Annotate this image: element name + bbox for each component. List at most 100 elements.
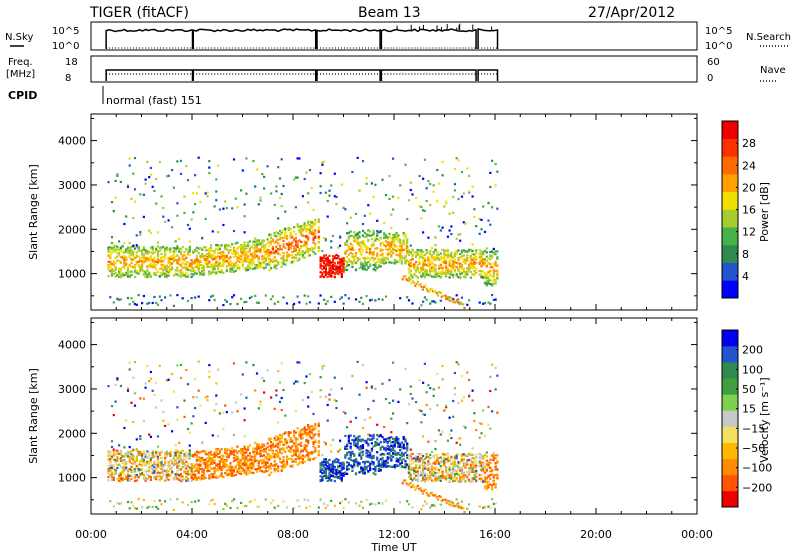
velocity-cell [238, 458, 241, 461]
power-cell [155, 202, 158, 205]
velocity-cell [179, 376, 183, 379]
velocity-cell [298, 457, 301, 460]
velocity-cell [232, 460, 236, 463]
velocity-cell [319, 475, 322, 478]
power-cell [282, 184, 285, 188]
power-cell [425, 252, 428, 255]
velocity-cell [213, 502, 216, 506]
velocity-cell [354, 460, 358, 463]
power-cell [459, 301, 462, 304]
power-cell [158, 275, 161, 278]
velocity-cell [282, 449, 285, 452]
velocity-cell [224, 451, 227, 454]
power-cell [415, 282, 418, 285]
velocity-cell [296, 499, 299, 502]
power-cell [317, 229, 320, 232]
power-cell [125, 271, 128, 274]
nsky-right-tick-bottom: 10^0 [705, 41, 732, 52]
power-cell [202, 273, 206, 276]
velocity-cell [238, 450, 241, 453]
velocity-cell [162, 419, 165, 422]
velocity-cell [195, 478, 198, 481]
velocity-cell [294, 410, 297, 413]
velocity-cell [344, 454, 347, 457]
velocity-cell [323, 440, 326, 444]
power-cell [112, 269, 115, 272]
power-cell [425, 287, 428, 290]
power-cell [420, 269, 423, 272]
velocity-cell [346, 451, 349, 455]
power-cell [361, 160, 365, 163]
power-cell [337, 257, 340, 260]
velocity-cell [261, 462, 264, 465]
velocity-cell [241, 448, 244, 451]
power-cell [354, 238, 358, 241]
velocity-cell [181, 475, 184, 478]
velocity-cell [119, 457, 122, 460]
nsky-segment [105, 28, 194, 49]
power-cell [250, 261, 253, 264]
power-cell [365, 246, 368, 250]
power-cell [255, 239, 259, 242]
power-cell [363, 263, 366, 266]
power-cell [365, 262, 368, 265]
power-cell [250, 253, 253, 256]
velocity-cell [227, 465, 230, 468]
power-cell [494, 263, 497, 266]
velocity-cell [215, 394, 218, 397]
velocity-cell [222, 455, 225, 458]
power-cell [186, 251, 190, 254]
power-cell [183, 211, 186, 214]
power-cell [202, 264, 206, 268]
power-cell [374, 257, 377, 260]
velocity-cell [137, 467, 140, 471]
power-cell [215, 247, 218, 250]
power-cell [494, 250, 497, 253]
power-cell [264, 266, 267, 269]
power-cell [224, 256, 227, 259]
velocity-cell [186, 457, 190, 460]
power-cell [158, 246, 161, 250]
power-cell [176, 160, 179, 163]
power-cell [407, 251, 411, 254]
power-cell [475, 268, 478, 271]
power-cell [268, 254, 271, 257]
velocity-cell [137, 475, 140, 479]
velocity-cell [266, 455, 269, 458]
power-cell [298, 231, 301, 234]
power-cell [439, 272, 442, 275]
power-cell [109, 260, 112, 263]
velocity-cell [169, 466, 172, 469]
velocity-cell [156, 457, 160, 460]
power-cell [231, 265, 234, 268]
power-cell [404, 243, 407, 246]
power-cell [146, 257, 149, 260]
velocity-cell [275, 443, 278, 446]
date-title: 27/Apr/2012 [588, 5, 675, 21]
power-cell [215, 243, 218, 247]
power-cell [118, 240, 121, 243]
power-cell [280, 261, 283, 264]
power-cell [135, 245, 138, 248]
velocity-cell [247, 469, 250, 472]
power-cell [270, 266, 273, 269]
power-cell [392, 240, 395, 243]
velocity-cell [202, 468, 206, 472]
power-cell [487, 301, 490, 304]
velocity-cell [331, 438, 335, 441]
power-cell [446, 268, 449, 271]
power-cell [370, 238, 373, 241]
velocity-cell [165, 450, 168, 453]
power-cell [367, 265, 370, 269]
power-cell [392, 233, 395, 236]
velocity-cell [218, 412, 221, 415]
velocity-cell [123, 469, 126, 472]
power-cell [491, 284, 494, 287]
velocity-cell [199, 451, 202, 454]
power-cell [112, 250, 115, 253]
power-cell [277, 217, 280, 220]
velocity-cell [225, 472, 228, 475]
velocity-cell [208, 503, 211, 506]
power-cell [466, 254, 469, 257]
power-cell [162, 245, 165, 249]
